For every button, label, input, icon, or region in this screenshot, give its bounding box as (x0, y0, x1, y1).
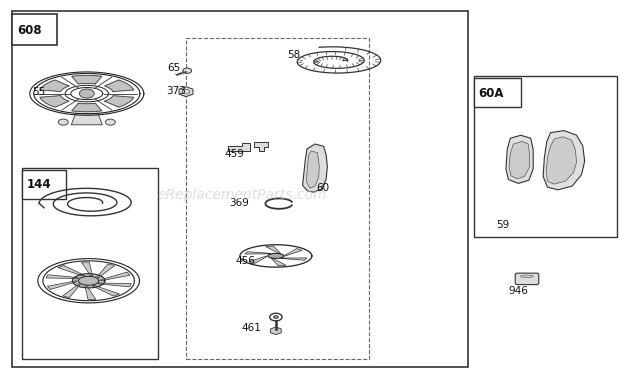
Text: 456: 456 (236, 256, 255, 265)
Polygon shape (245, 252, 271, 254)
Text: 369: 369 (229, 198, 249, 208)
Bar (474, 76, 617, 237)
Polygon shape (73, 274, 105, 288)
Polygon shape (97, 264, 115, 278)
Polygon shape (85, 286, 96, 299)
Polygon shape (546, 137, 577, 184)
Text: 459: 459 (224, 149, 244, 159)
Polygon shape (303, 144, 327, 192)
Ellipse shape (521, 275, 533, 278)
Text: 608: 608 (17, 24, 42, 37)
Polygon shape (40, 80, 69, 92)
Text: 55: 55 (32, 87, 45, 97)
Polygon shape (509, 141, 529, 179)
Text: 59: 59 (496, 220, 509, 230)
Polygon shape (79, 276, 99, 285)
Text: 65: 65 (167, 63, 180, 73)
Polygon shape (281, 258, 307, 260)
Polygon shape (506, 135, 533, 183)
Polygon shape (228, 143, 250, 151)
Polygon shape (306, 151, 319, 188)
Text: eReplacementParts.com: eReplacementParts.com (157, 188, 327, 202)
Bar (12, 14, 57, 45)
Polygon shape (100, 272, 130, 281)
Circle shape (105, 119, 115, 125)
Polygon shape (71, 113, 102, 125)
Polygon shape (72, 75, 102, 84)
Polygon shape (72, 103, 102, 112)
Polygon shape (99, 283, 131, 287)
Polygon shape (105, 96, 134, 107)
Polygon shape (63, 284, 80, 298)
Circle shape (79, 89, 94, 98)
Polygon shape (47, 281, 77, 290)
Text: 946: 946 (508, 286, 528, 296)
Bar (474, 78, 521, 107)
Bar (22, 168, 158, 359)
Polygon shape (105, 80, 134, 92)
Text: 60A: 60A (479, 87, 504, 100)
Text: 461: 461 (242, 323, 262, 333)
Circle shape (273, 316, 278, 319)
Polygon shape (40, 96, 69, 107)
Polygon shape (81, 262, 92, 276)
Bar (22, 170, 66, 199)
Bar (12, 11, 468, 367)
Polygon shape (543, 131, 585, 190)
Polygon shape (58, 265, 85, 276)
Text: 60: 60 (316, 183, 329, 193)
Polygon shape (271, 259, 286, 266)
Polygon shape (46, 275, 79, 278)
FancyBboxPatch shape (515, 273, 539, 285)
Text: 144: 144 (27, 178, 51, 191)
Bar (186, 38, 369, 359)
Circle shape (58, 119, 68, 125)
Polygon shape (285, 249, 302, 256)
Text: 58: 58 (287, 50, 300, 60)
Polygon shape (268, 254, 284, 258)
Polygon shape (92, 285, 120, 296)
Circle shape (183, 68, 192, 73)
Text: 373: 373 (166, 86, 186, 96)
Polygon shape (250, 256, 267, 263)
Polygon shape (254, 142, 268, 151)
Polygon shape (266, 246, 281, 253)
